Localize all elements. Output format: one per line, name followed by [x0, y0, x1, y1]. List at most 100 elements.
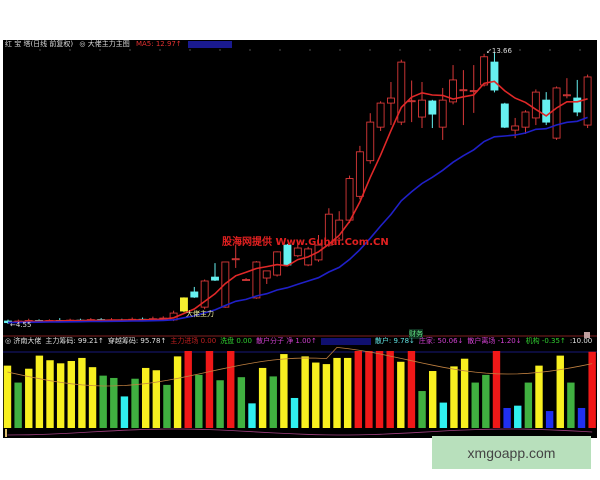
- scroll-marker[interactable]: [5, 429, 7, 437]
- finance-tab[interactable]: 财务: [409, 329, 423, 339]
- indicator-bar: [365, 351, 373, 428]
- indicator-bar: [3, 365, 12, 428]
- indicator-bar: [535, 365, 543, 428]
- indicator-bar: [163, 384, 171, 428]
- indicator-bar: [429, 371, 437, 428]
- low-price-value: 4.55: [15, 321, 32, 329]
- candle: [573, 79, 582, 117]
- candle-body: [438, 99, 447, 128]
- candle: [179, 297, 188, 313]
- candle: [231, 245, 240, 268]
- candle-body: [366, 121, 375, 162]
- indicator-bar: [141, 367, 150, 428]
- candle-body: [293, 247, 302, 257]
- main-chart-header: 红 宝 塔(日线 前复权) ◎ 大佬主力主图 MA5: 12.97↑: [5, 40, 236, 49]
- candle: [500, 102, 509, 129]
- indicator-readout: ◎ 济南大佬: [5, 337, 42, 345]
- indicator-name[interactable]: ◎ 大佬主力主图: [79, 40, 130, 48]
- candle-body: [179, 297, 188, 312]
- candle: [190, 286, 199, 298]
- grid-dot: [69, 49, 71, 51]
- candle-body: [376, 102, 385, 128]
- grid-dot: [309, 49, 311, 51]
- high-price-value: 13.66: [491, 47, 512, 55]
- grid-dot: [129, 49, 131, 51]
- signal-label: 大佬主力: [186, 310, 214, 318]
- candle: [211, 263, 219, 281]
- indicator-bar: [567, 382, 575, 428]
- grid-dot: [339, 49, 341, 51]
- ma-fast-line: [7, 80, 588, 324]
- indicator-bar: [514, 405, 522, 428]
- candle-body: [200, 280, 209, 308]
- candle-body: [531, 91, 540, 119]
- indicator-bar: [407, 351, 416, 428]
- grid-dot: [189, 49, 191, 51]
- candle-body: [283, 244, 292, 266]
- candle: [490, 52, 499, 93]
- indicator-bar: [99, 375, 107, 428]
- candle-body: [418, 99, 426, 118]
- indicator-bar: [110, 377, 118, 428]
- indicator-bar: [460, 358, 469, 428]
- indicator-bar: [227, 351, 235, 428]
- indicator-bar: [237, 377, 246, 428]
- indicator-bar: [269, 376, 277, 428]
- indicator-bar: [14, 382, 22, 428]
- candle: [428, 99, 437, 129]
- indicator-bar: [46, 360, 54, 428]
- indicator-readout: 主力进场 0.00: [170, 337, 217, 345]
- indicator-bars: [3, 351, 596, 428]
- candle: [252, 261, 261, 299]
- indicator-readout: 穿越筹码: 95.78↑: [107, 337, 167, 345]
- grid-dot: [219, 49, 221, 51]
- indicator-bar: [67, 361, 75, 428]
- candle-body: [252, 261, 261, 299]
- indicator-bar: [450, 366, 458, 428]
- candle-body: [231, 258, 240, 261]
- indicator-bar: [471, 382, 479, 428]
- high-price-label: ↙13.66: [486, 47, 512, 55]
- grid-dot: [249, 49, 251, 51]
- candle: [387, 82, 395, 126]
- candle-body: [562, 94, 571, 97]
- candle: [542, 92, 551, 126]
- candle-body: [459, 89, 468, 92]
- indicator-bar: [503, 407, 511, 428]
- candle-body: [273, 251, 282, 276]
- indicator-bar: [301, 356, 309, 428]
- grid-dot: [159, 49, 161, 51]
- grid-dot: [399, 49, 401, 51]
- candle-body: [449, 79, 457, 103]
- candle-body: [428, 100, 437, 115]
- indicator-bar: [556, 355, 564, 428]
- ma-slow-line: [7, 116, 588, 324]
- candle: [583, 74, 592, 129]
- candle: [438, 87, 447, 140]
- grid-dot: [549, 49, 551, 51]
- candle: [562, 78, 571, 99]
- candle-body: [262, 270, 271, 279]
- low-price-label: ←4.55: [10, 321, 32, 329]
- indicator-bar: [131, 378, 139, 428]
- indicator-bar: [78, 357, 86, 428]
- indicator-bar: [35, 355, 44, 428]
- indicator-bar: [88, 367, 97, 428]
- candle-body: [387, 97, 395, 104]
- grid-dot: [459, 49, 461, 51]
- indicator-bar: [577, 407, 586, 428]
- candle: [200, 279, 209, 310]
- indicator-bar: [205, 351, 214, 428]
- candle-body: [211, 276, 219, 281]
- ma-readout: MA5: 12.97↑: [135, 40, 182, 48]
- indicator-readout: 洗盘 0.00: [220, 337, 252, 345]
- indicator-bar: [524, 382, 533, 428]
- ma-readout-blue: [187, 40, 232, 48]
- indicator-bar: [120, 396, 129, 428]
- candle-body: [521, 111, 530, 128]
- window-close-icon[interactable]: [584, 332, 590, 338]
- candle: [397, 59, 406, 126]
- candle: [242, 278, 251, 281]
- indicator-bar: [25, 368, 33, 428]
